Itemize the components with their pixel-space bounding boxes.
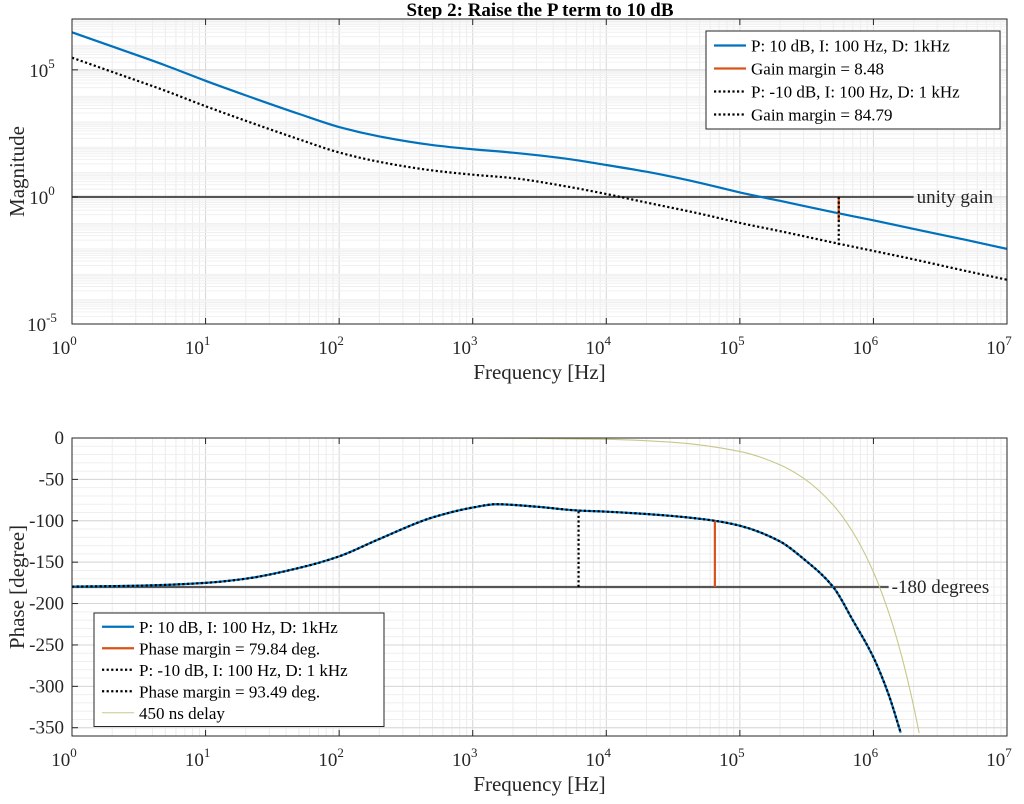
x-tick-label: 105 — [719, 745, 745, 771]
y-tick-label: 105 — [29, 56, 55, 82]
legend: P: 10 dB, I: 100 Hz, D: 1kHz Gain margin … — [705, 30, 1001, 130]
y-tick-label: 0 — [55, 428, 65, 449]
y-tick-label: -50 — [39, 469, 64, 490]
x-tick-label: 103 — [452, 333, 478, 359]
y-tick-label: -300 — [29, 676, 64, 697]
reference-line-label: unity gain — [917, 187, 994, 208]
x-axis-label: Frequency [Hz] — [473, 772, 605, 796]
legend-entry: Phase margin = 93.49 deg. — [139, 682, 320, 701]
figure-title: Step 2: Raise the P term to 10 dB — [406, 0, 673, 21]
series-group — [72, 31, 1007, 281]
x-tick-label: 100 — [51, 333, 77, 359]
legend-entry: P: -10 dB, I: 100 Hz, D: 1 kHz — [139, 661, 348, 680]
x-axis-label: Frequency [Hz] — [473, 360, 605, 384]
y-tick-label: -250 — [29, 635, 64, 656]
x-tick-label: 107 — [986, 745, 1012, 771]
series-group — [72, 438, 920, 734]
legend-entry: P: -10 dB, I: 100 Hz, D: 1 kHz — [751, 83, 960, 102]
x-tick-label: 105 — [719, 333, 745, 359]
x-tick-label: 101 — [185, 333, 211, 359]
y-axis-label: Phase [degree] — [5, 525, 29, 649]
y-tick-label: -350 — [29, 718, 64, 739]
legend-entry: Gain margin = 8.48 — [751, 60, 884, 79]
y-tick-label: -100 — [29, 511, 64, 532]
y-tick-label: -200 — [29, 594, 64, 615]
legend-box — [705, 30, 1001, 130]
x-tick-label: 106 — [853, 333, 879, 359]
legend-entry: Gain margin = 84.79 — [751, 106, 892, 125]
legend-box — [93, 612, 385, 727]
series-line-4 — [72, 438, 920, 734]
x-tick-label: 102 — [318, 333, 344, 359]
x-tick-label: 104 — [586, 333, 612, 359]
x-tick-label: 100 — [51, 745, 77, 771]
x-tick-label: 102 — [318, 745, 344, 771]
legend-entry: Phase margin = 79.84 deg. — [139, 639, 320, 658]
legend-entry: 450 ns delay — [139, 704, 225, 723]
series-line-2 — [72, 503, 902, 734]
x-tick-label: 101 — [185, 745, 211, 771]
legend-entry: P: 10 dB, I: 100 Hz, D: 1kHz — [751, 37, 950, 56]
y-tick-label: -150 — [29, 552, 64, 573]
axes-box — [71, 18, 1008, 325]
y-tick-label: 100 — [29, 183, 55, 209]
series-line-0 — [72, 31, 1007, 250]
y-tick-label: 10-5 — [27, 310, 57, 336]
y-axis-label: Magnitude — [5, 126, 29, 217]
phase-panel: -180 degrees 100 101 102 103 104 105 106 107 0 -50… — [5, 428, 1012, 796]
series-line-2 — [72, 56, 1007, 281]
axes-box — [71, 437, 1008, 737]
legend-entry: P: 10 dB, I: 100 Hz, D: 1kHz — [139, 618, 338, 637]
x-tick-label: 103 — [452, 745, 478, 771]
x-tick-label: 106 — [853, 745, 879, 771]
legend: P: 10 dB, I: 100 Hz, D: 1kHz Phase margin… — [93, 612, 385, 727]
reference-line-label: -180 degrees — [892, 577, 990, 598]
x-tick-label: 104 — [586, 745, 612, 771]
x-tick-label: 107 — [986, 333, 1012, 359]
